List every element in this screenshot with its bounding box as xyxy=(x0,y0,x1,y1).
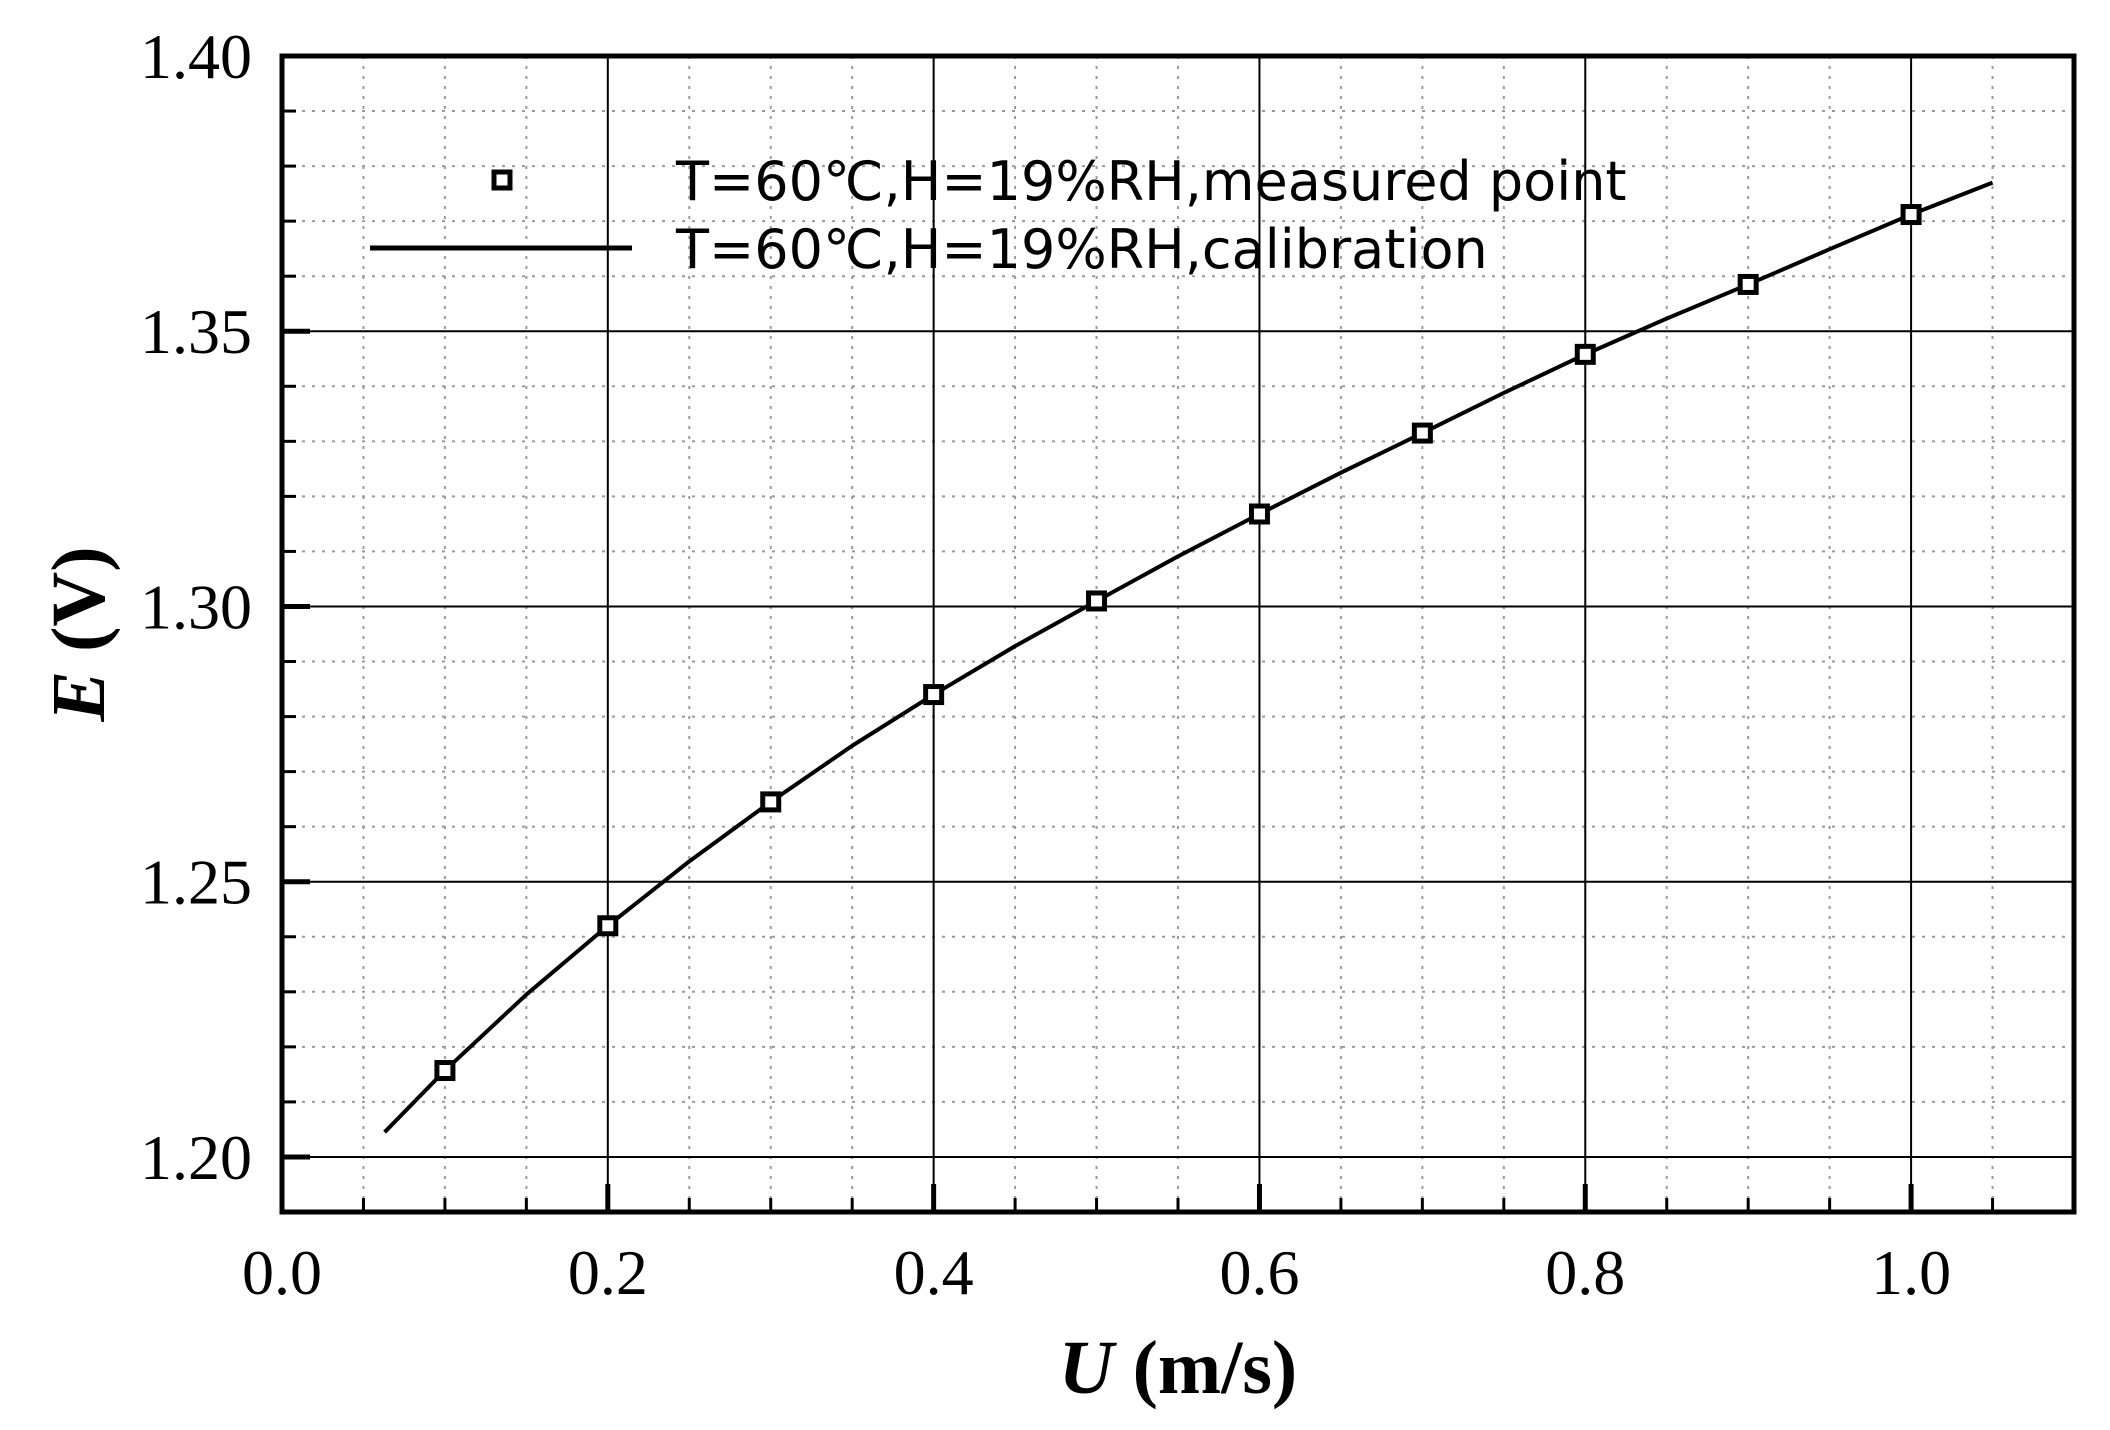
x-tick-label: 1.0 xyxy=(1871,1237,1951,1308)
x-axis-unit: (m/s) xyxy=(1133,1326,1298,1410)
y-tick-label: 1.25 xyxy=(140,847,252,918)
measured-point xyxy=(1577,346,1593,362)
x-axis-title: U (m/s) xyxy=(1059,1326,1298,1410)
measured-point xyxy=(926,687,942,703)
measured-point xyxy=(763,794,779,810)
calibration-line xyxy=(385,183,1993,1133)
y-tick-label: 1.30 xyxy=(140,571,252,642)
x-tick-label: 0.4 xyxy=(894,1237,974,1308)
legend-label-calibration: T=60℃,H=19%RH,calibration xyxy=(675,218,1488,281)
measured-point xyxy=(1903,207,1919,223)
legend-marker-measured xyxy=(494,172,510,188)
legend-label-measured: T=60℃,H=19%RH,measured point xyxy=(675,150,1627,213)
x-tick-label: 0.0 xyxy=(242,1237,322,1308)
x-tick-label: 0.2 xyxy=(568,1237,648,1308)
measured-point xyxy=(1740,276,1756,292)
measured-point xyxy=(600,918,616,934)
x-axis-variable: U xyxy=(1059,1326,1118,1410)
y-tick-label: 1.40 xyxy=(140,21,252,92)
measured-point xyxy=(1089,593,1105,609)
y-axis-variable: E xyxy=(37,671,121,723)
legend: T=60℃,H=19%RH,measured pointT=60℃,H=19%R… xyxy=(370,150,1627,281)
x-tick-label: 0.8 xyxy=(1545,1237,1625,1308)
y-axis-unit: (V) xyxy=(37,546,121,652)
y-tick-label: 1.35 xyxy=(140,296,252,367)
measured-point xyxy=(1251,506,1267,522)
y-tick-label: 1.20 xyxy=(140,1122,252,1193)
measured-point xyxy=(437,1063,453,1079)
x-tick-label: 0.6 xyxy=(1219,1237,1299,1308)
measured-point xyxy=(1414,425,1430,441)
y-axis-title: E (V) xyxy=(37,546,121,722)
series-layer xyxy=(385,183,1993,1133)
tick-labels: 0.0 0.2 0.4 0.6 0.8 1.0 1.20 1.25 1.30 1.35 1.40 xyxy=(140,21,1951,1308)
